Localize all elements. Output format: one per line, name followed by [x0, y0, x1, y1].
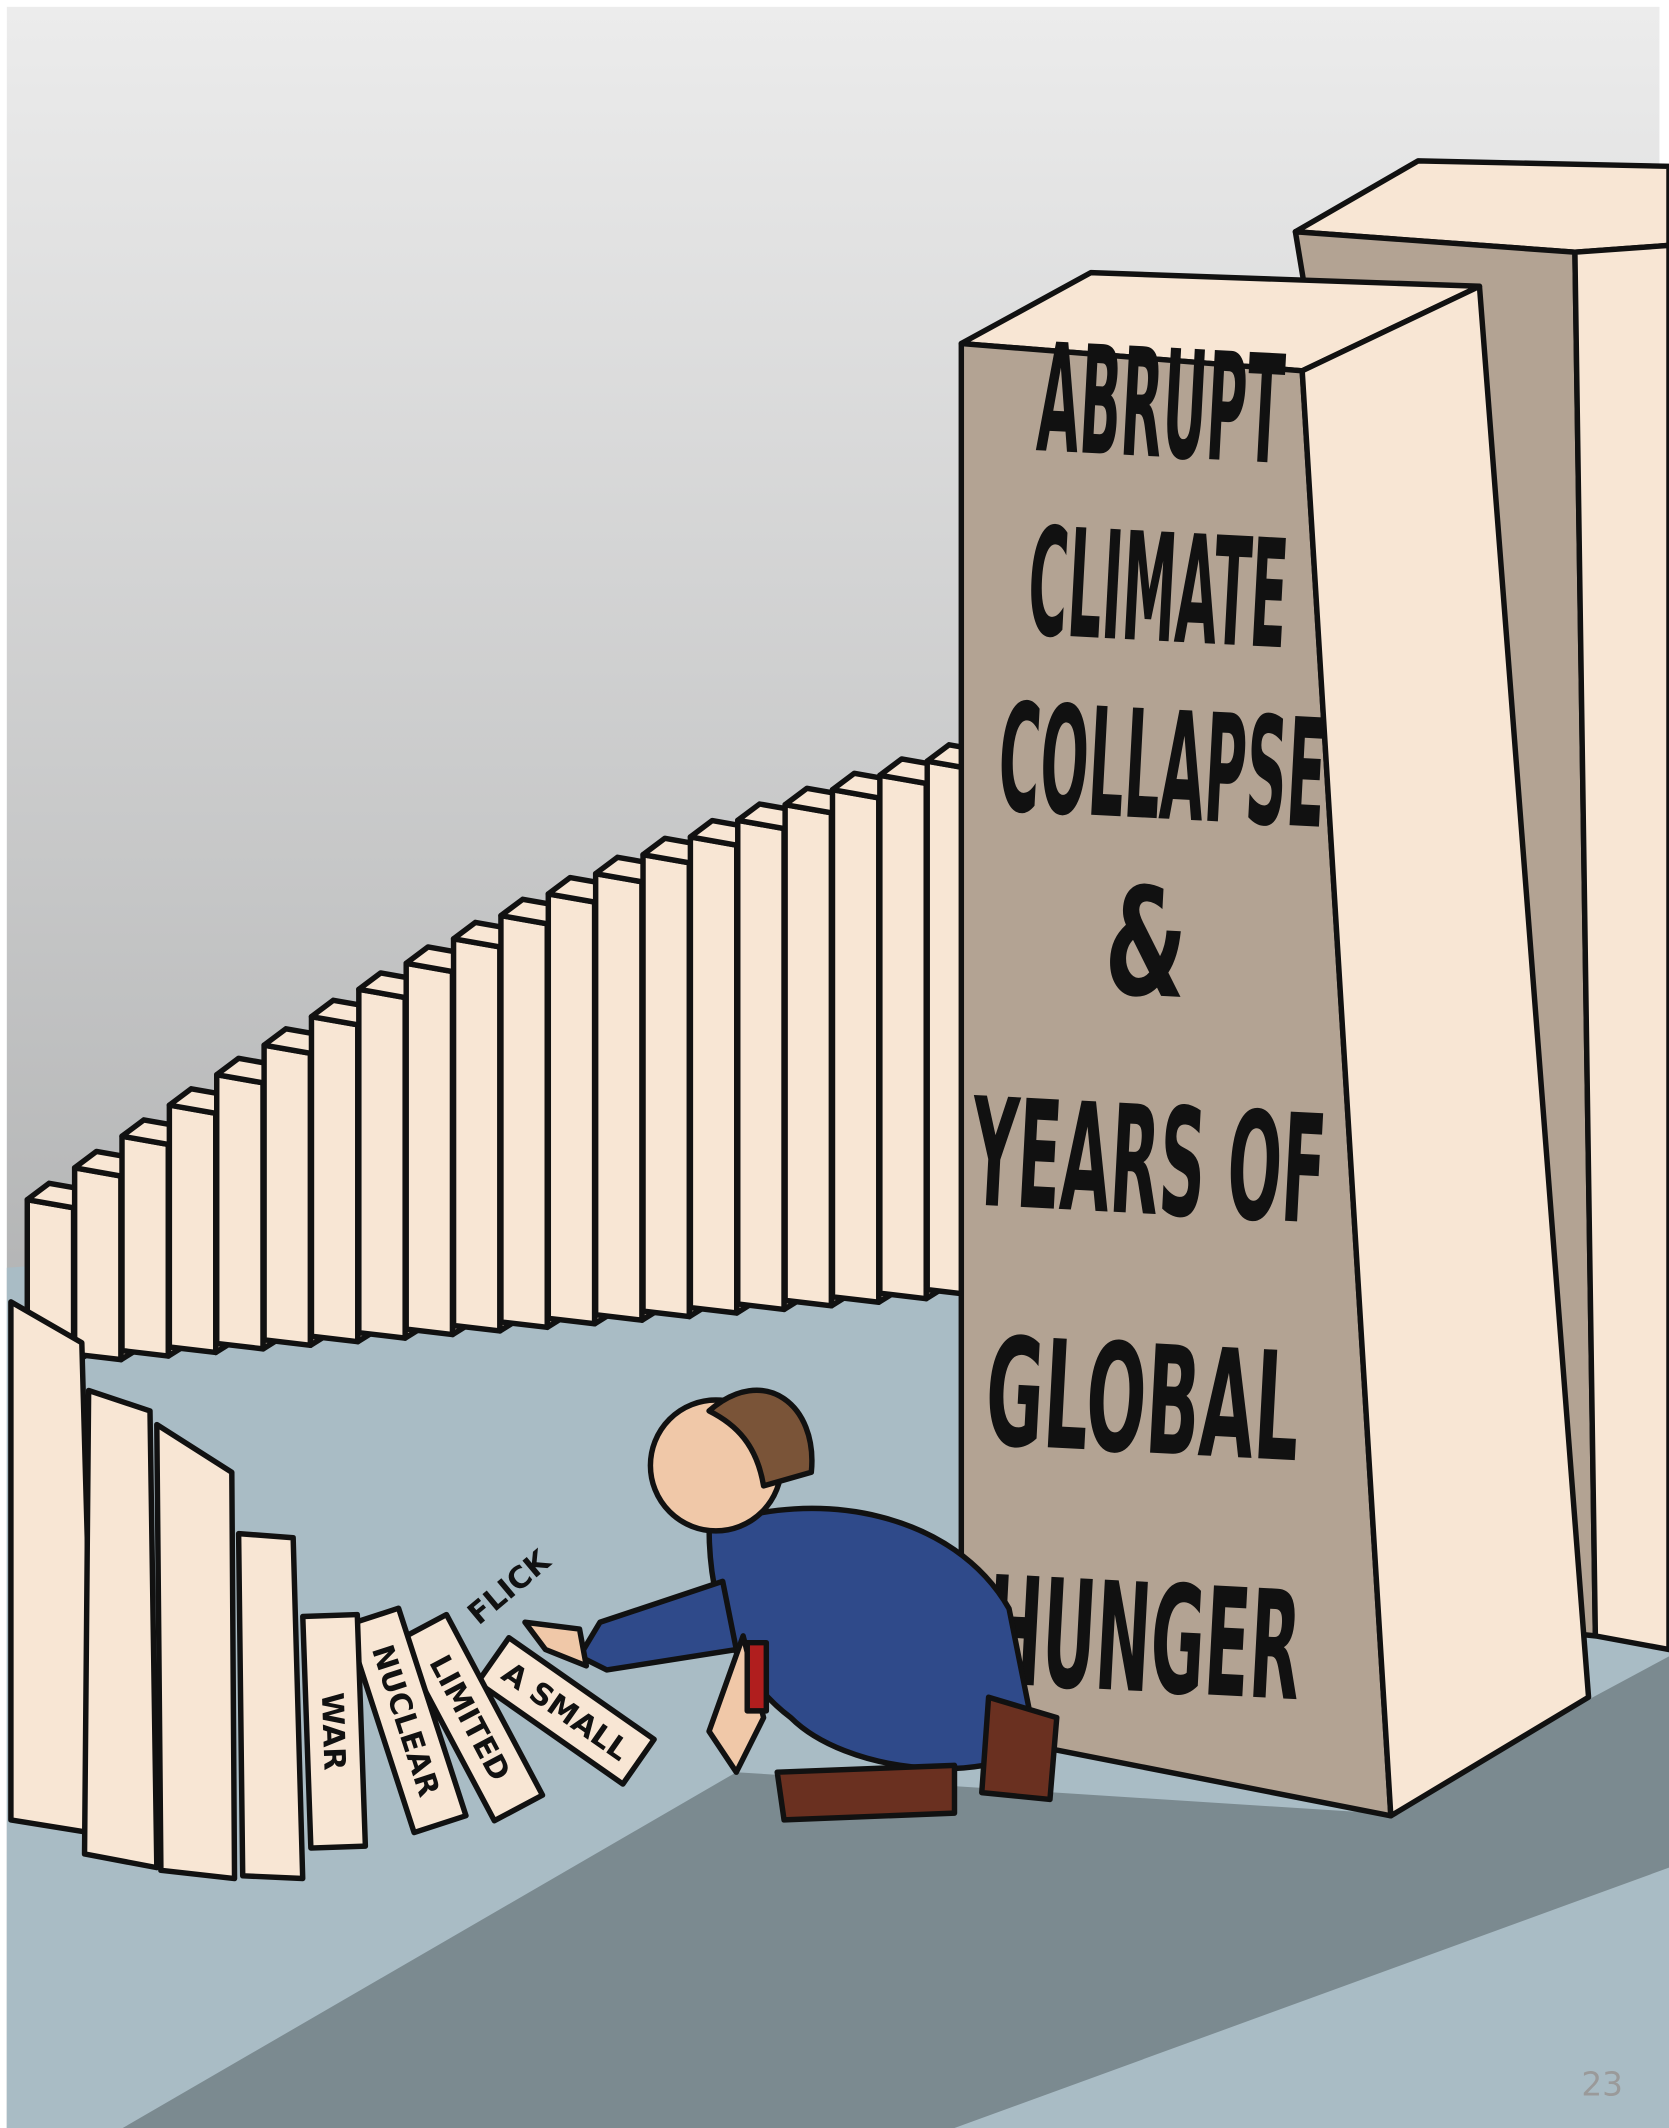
domino-side: [596, 874, 642, 1321]
page-number: 23: [1581, 2065, 1623, 2103]
domino-side: [406, 963, 452, 1334]
big-domino-line: &: [1101, 855, 1192, 1033]
domino-side: [785, 805, 831, 1306]
domino-side: [454, 939, 500, 1331]
domino-side: [311, 1017, 357, 1342]
domino-side: [548, 894, 594, 1324]
big-domino-line: ABRUPT: [1034, 312, 1288, 499]
domino-side: [501, 916, 547, 1328]
domino-side: [169, 1105, 215, 1352]
cartoon-page: ABRUPTCLIMATECOLLAPSE&YEARS OFGLOBALHUNG…: [0, 0, 1669, 2128]
big-domino-line: GLOBAL: [982, 1306, 1304, 1496]
domino-side: [690, 837, 736, 1313]
domino-side: [832, 790, 878, 1303]
domino-side: [217, 1075, 263, 1349]
falling-domino: WAR: [303, 1615, 366, 1849]
domino-side: [643, 855, 689, 1317]
domino-label: WAR: [314, 1692, 352, 1771]
domino-side: [264, 1045, 310, 1345]
domino-side: [880, 775, 926, 1298]
big-domino-line: CLIMATE: [1024, 496, 1292, 683]
domino-side: [738, 820, 784, 1309]
domino-side: [122, 1136, 168, 1356]
domino-side: [359, 989, 405, 1338]
big-domino-line: YEARS OF: [966, 1066, 1330, 1258]
big-domino-line: COLLAPSE: [994, 672, 1330, 863]
domino-side: [75, 1168, 121, 1360]
